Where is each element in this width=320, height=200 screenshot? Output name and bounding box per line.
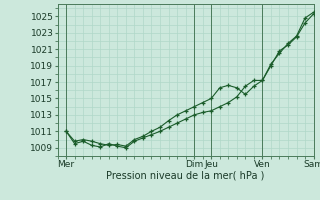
X-axis label: Pression niveau de la mer( hPa ): Pression niveau de la mer( hPa ) [107, 171, 265, 181]
